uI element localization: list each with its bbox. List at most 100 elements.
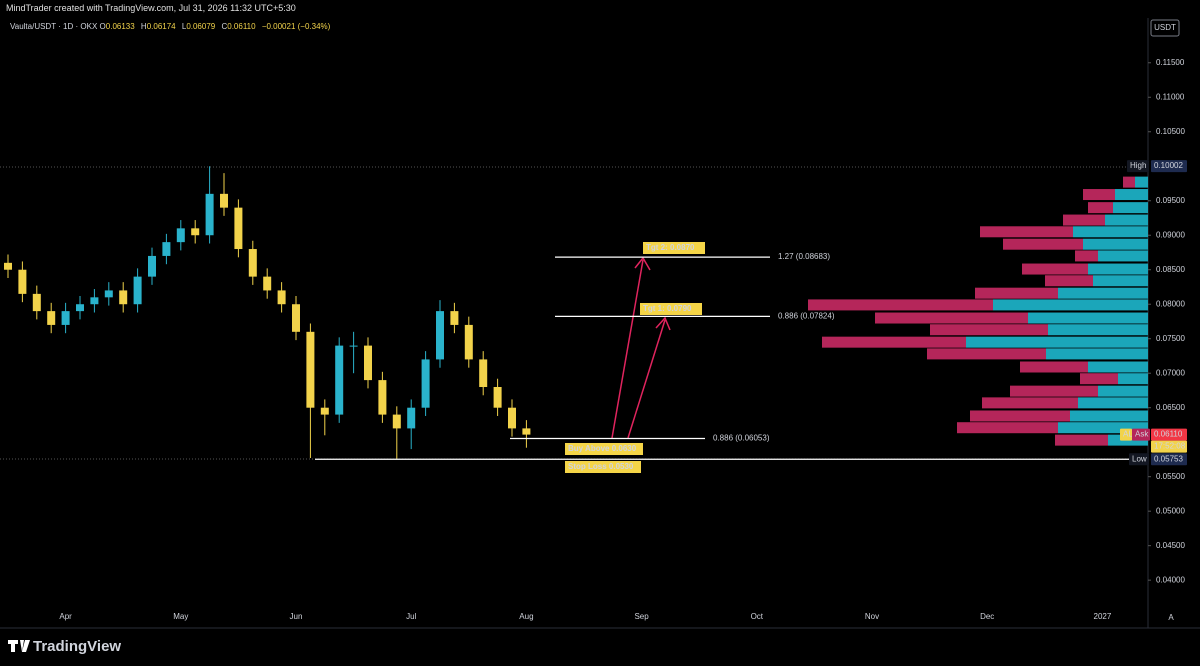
candle-body	[162, 242, 171, 256]
ohlc-key: C	[221, 22, 228, 31]
ohlc-value: 0.06174	[146, 22, 176, 31]
volume-down	[1022, 263, 1088, 275]
candle-body	[90, 297, 99, 305]
volume-up	[1098, 385, 1148, 397]
annotation-box	[565, 461, 641, 473]
candle-body	[76, 304, 84, 312]
currency-button[interactable]	[1150, 19, 1180, 37]
arrow	[611, 259, 644, 439]
high-value-box	[1151, 160, 1187, 173]
volume-up	[1058, 287, 1148, 299]
candle-body	[47, 311, 56, 325]
volume-up	[1093, 275, 1148, 287]
ask-al-box	[1120, 428, 1132, 441]
volume-down	[875, 312, 1028, 324]
candle-body	[292, 304, 300, 332]
arrow	[627, 319, 666, 439]
candle-body	[133, 276, 142, 305]
high-value: 0.10002	[1154, 161, 1183, 170]
volume-down	[927, 348, 1046, 360]
candle-body	[4, 262, 12, 270]
volume-up	[1058, 422, 1148, 434]
volume-down	[1080, 373, 1118, 385]
candle-body	[205, 193, 214, 236]
volume-down	[980, 226, 1073, 238]
candle-body	[464, 324, 473, 360]
candle-body	[421, 359, 430, 408]
candle-body	[392, 414, 401, 429]
level-label: 1.27 (0.08683)	[778, 252, 830, 261]
candle-body	[263, 276, 272, 291]
countdown-box	[1151, 440, 1187, 453]
low-tag: Low	[1132, 454, 1147, 463]
x-tick-label: Aug	[519, 612, 533, 621]
x-tick-label: Sep	[634, 612, 649, 621]
volume-up	[1028, 312, 1148, 324]
candle-body	[61, 311, 70, 325]
y-tick-label: 0.11000	[1156, 92, 1185, 101]
volume-up	[1048, 324, 1148, 336]
volume-down	[975, 287, 1058, 299]
symbol-legend: Vaulta/USDT · 1D · OKX O0.06133 H0.06174…	[10, 22, 334, 31]
candle-body	[450, 311, 459, 325]
candle-body	[436, 311, 444, 360]
change: −0.00021 (−0.34%)	[261, 22, 331, 31]
volume-down	[1088, 202, 1113, 214]
ohlc-value: 0.06079	[186, 22, 216, 31]
candle-body	[479, 359, 488, 388]
volume-down	[1083, 189, 1115, 201]
volume-down	[822, 336, 966, 348]
volume-down	[1003, 238, 1083, 250]
brand: TradingView	[8, 638, 121, 655]
annotation-box	[643, 242, 705, 254]
volume-up	[1073, 226, 1148, 238]
candle-body	[320, 407, 329, 415]
candle-body	[522, 428, 531, 435]
volume-up	[1115, 189, 1148, 201]
annotation-box	[565, 443, 643, 455]
annotation-box	[640, 303, 702, 315]
y-tick-label: 0.07500	[1156, 334, 1185, 343]
candle-body	[349, 345, 358, 347]
candle-body	[119, 290, 128, 305]
volume-down	[1010, 385, 1098, 397]
volume-up	[1088, 263, 1148, 275]
ohlc-key: L	[181, 22, 187, 31]
high-tag: High	[1130, 161, 1146, 170]
ohlc-value: 0.06133	[105, 22, 135, 31]
arrows	[611, 256, 671, 439]
ask-tag: Ask	[1135, 430, 1149, 439]
y-tick-label: 0.08500	[1156, 265, 1185, 274]
volume-up	[1105, 214, 1148, 226]
y-tick-label: 0.04500	[1156, 541, 1185, 550]
candle-body	[234, 207, 243, 250]
credit: MindTrader created with TradingView.com,…	[6, 3, 296, 13]
candle-body	[32, 293, 41, 312]
volume-up	[1098, 250, 1148, 262]
x-tick-label: Apr	[59, 612, 72, 621]
annotation-text: Tgt 2: 0.0870	[646, 243, 695, 252]
x-tick-label: Jun	[290, 612, 303, 621]
volume-up	[1046, 348, 1148, 360]
level-label: 0.886 (0.07824)	[778, 311, 835, 320]
candle-body	[248, 249, 257, 277]
level-label: 0.886 (0.06053)	[713, 434, 770, 443]
volume-down	[1063, 214, 1105, 226]
volume-down	[970, 410, 1070, 422]
candle-body	[220, 193, 228, 208]
ask-value-box	[1151, 428, 1187, 441]
low-value-box	[1151, 453, 1187, 466]
volume-up	[1078, 397, 1148, 409]
auto-scale-button[interactable]: A	[1168, 613, 1174, 622]
x-tick-label: Oct	[751, 612, 764, 621]
y-tick-label: 0.11500	[1156, 58, 1185, 67]
volume-down	[1020, 361, 1088, 373]
volume-up	[1070, 410, 1148, 422]
x-tick-label: Nov	[865, 612, 879, 621]
volume-up	[1088, 361, 1148, 373]
y-tick-label: 0.08000	[1156, 299, 1185, 308]
countdown: 17:52:08	[1154, 442, 1186, 451]
brand-name: TradingView	[33, 638, 121, 655]
